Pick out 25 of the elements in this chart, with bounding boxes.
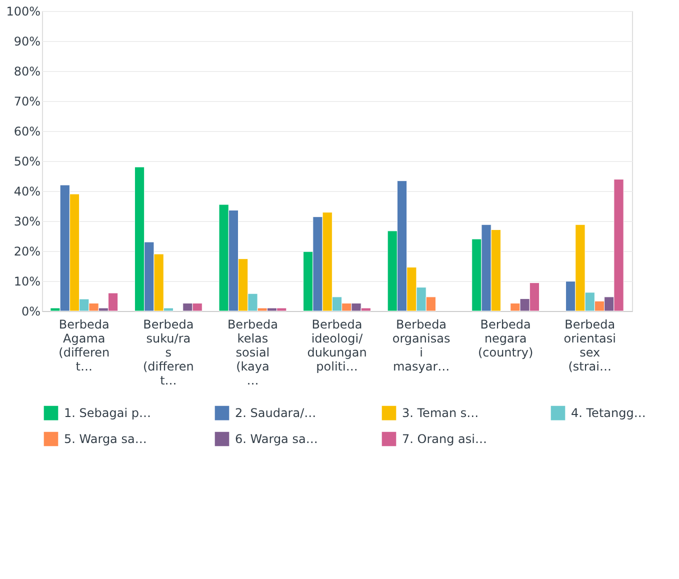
y-tick-label: 50% [14, 154, 40, 168]
y-tick-label: 60% [14, 124, 40, 138]
y-tick-label: 80% [14, 64, 40, 78]
y-tick-label: 40% [14, 184, 40, 198]
x-tick-label: Berbeda negara (country) [478, 318, 534, 360]
legend-label: 5. Warga sa… [64, 432, 147, 446]
x-tick-label: Berbeda kelas sosial (kaya … [227, 318, 278, 388]
x-tick-label: Berbeda orientasi sex (strai… [564, 318, 616, 374]
y-tick-label: 10% [14, 274, 40, 288]
x-tick-label: Berbeda Agama (differen t… [58, 318, 110, 374]
y-tick-label: 0% [21, 304, 40, 318]
x-tick-label: Berbeda organisas i masyar… [392, 318, 450, 374]
x-tick-label: Berbeda suku/ra s (differen t… [142, 318, 194, 388]
legend-label: 3. Teman s… [402, 406, 479, 420]
y-tick-label: 70% [14, 94, 40, 108]
x-tick-label: Berbeda ideologi/ dukungan politi… [307, 318, 367, 374]
legend-label: 4. Tetangg… [571, 406, 646, 420]
legend-label: 7. Orang asi… [402, 432, 487, 446]
y-tick-label: 20% [14, 244, 40, 258]
y-tick-label: 30% [14, 214, 40, 228]
legend-label: 6. Warga sa… [235, 432, 318, 446]
y-tick-label: 90% [14, 34, 40, 48]
y-tick-label: 100% [6, 4, 40, 18]
legend-label: 2. Saudara/… [235, 406, 316, 420]
legend-label: 1. Sebagai p… [64, 406, 151, 420]
